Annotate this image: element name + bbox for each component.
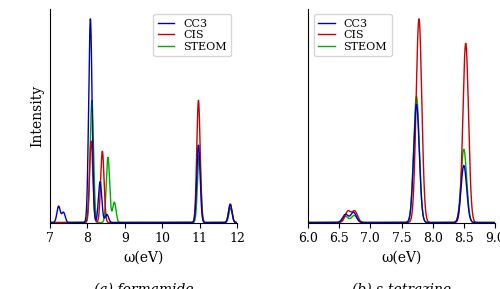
Legend: CC3, CIS, STEOM: CC3, CIS, STEOM: [154, 14, 232, 56]
STEOM: [468, 218, 474, 222]
STEOM: [210, 221, 216, 224]
STEOM: [338, 220, 344, 223]
STEOM: [68, 221, 74, 224]
Line: STEOM: STEOM: [308, 96, 495, 223]
Line: CC3: CC3: [50, 19, 237, 223]
Line: STEOM: STEOM: [50, 100, 237, 223]
X-axis label: ω(eV): ω(eV): [124, 251, 164, 265]
STEOM: [414, 95, 420, 98]
CC3: [338, 219, 344, 223]
CC3: [119, 221, 125, 224]
CIS: [234, 221, 240, 224]
STEOM: [385, 221, 391, 224]
CC3: [468, 219, 474, 223]
CC3: [127, 221, 133, 224]
STEOM: [80, 221, 86, 224]
Text: (b) s-tetrazine: (b) s-tetrazine: [352, 282, 451, 289]
CC3: [385, 221, 391, 224]
STEOM: [326, 221, 332, 224]
STEOM: [376, 221, 382, 224]
CIS: [468, 195, 474, 199]
STEOM: [230, 217, 236, 221]
CIS: [326, 221, 332, 224]
CIS: [210, 221, 216, 224]
STEOM: [127, 221, 133, 224]
Line: CIS: CIS: [308, 19, 495, 223]
STEOM: [89, 99, 95, 102]
CIS: [68, 221, 74, 224]
CIS: [230, 218, 236, 221]
CC3: [305, 221, 311, 224]
CC3: [88, 17, 94, 21]
Line: CC3: CC3: [308, 104, 495, 223]
Text: (a) formamide: (a) formamide: [94, 282, 194, 289]
CIS: [488, 221, 494, 224]
CIS: [118, 221, 124, 224]
CC3: [230, 218, 236, 221]
STEOM: [119, 221, 125, 224]
CIS: [47, 221, 53, 224]
CIS: [492, 221, 498, 224]
CC3: [68, 221, 74, 224]
CC3: [210, 221, 216, 224]
CIS: [416, 17, 422, 21]
STEOM: [47, 221, 53, 224]
CIS: [196, 99, 202, 102]
CC3: [326, 221, 332, 224]
CC3: [80, 221, 86, 224]
CC3: [47, 221, 53, 224]
CC3: [414, 103, 420, 106]
STEOM: [154, 221, 160, 224]
CIS: [376, 221, 382, 224]
STEOM: [305, 221, 311, 224]
CC3: [150, 221, 156, 224]
CC3: [492, 221, 498, 224]
CIS: [80, 221, 86, 224]
X-axis label: ω(eV): ω(eV): [382, 251, 422, 265]
STEOM: [234, 221, 240, 224]
CIS: [385, 221, 391, 224]
Legend: CC3, CIS, STEOM: CC3, CIS, STEOM: [314, 14, 392, 56]
CC3: [376, 221, 382, 224]
Line: CIS: CIS: [50, 100, 237, 223]
CC3: [488, 221, 494, 224]
STEOM: [492, 221, 498, 224]
CIS: [338, 221, 344, 224]
CIS: [148, 221, 154, 224]
CC3: [234, 221, 240, 224]
STEOM: [488, 221, 494, 224]
CIS: [305, 221, 311, 224]
Y-axis label: Intensity: Intensity: [30, 85, 44, 147]
CIS: [127, 221, 133, 224]
